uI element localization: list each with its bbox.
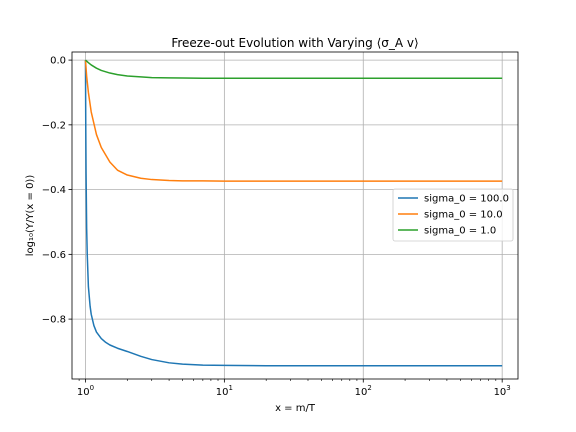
legend-label: sigma_0 = 1.0 [424, 226, 496, 237]
legend-box [392, 188, 514, 242]
x-tick-label: 101 [216, 384, 233, 398]
plot-area-frame [71, 51, 519, 380]
series-lines [84, 59, 503, 367]
y-tick-label: −0.2 [42, 120, 66, 131]
x-tick-label: 103 [494, 384, 511, 398]
series-line-0 [84, 60, 503, 367]
legend-label: sigma_0 = 10.0 [424, 210, 503, 221]
y-tick-label: −0.8 [42, 315, 66, 326]
legend: sigma_0 = 100.0 sigma_0 = 10.0 sigma_0 = 1… [392, 188, 514, 242]
x-axis-ticks: 100 101 102 103 [77, 379, 511, 398]
y-tick-label: 0.0 [50, 56, 66, 67]
legend-label: sigma_0 = 100.0 [424, 194, 509, 205]
y-tick-label: −0.4 [42, 185, 66, 196]
y-axis-ticks: 0.0 −0.2 −0.4 −0.6 −0.8 [42, 56, 72, 326]
y-tick-label: −0.6 [42, 250, 66, 261]
chart-title: Freeze-out Evolution with Varying ⟨σ_A v… [171, 36, 418, 50]
series-line-2 [84, 59, 503, 79]
x-axis-label: x = m/T [275, 403, 316, 414]
y-axis-label: log₁₀(Y/Y(x = 0)) [25, 175, 36, 257]
x-tick-label: 100 [77, 384, 94, 398]
x-tick-label: 102 [355, 384, 372, 398]
series-line-1 [84, 60, 503, 182]
